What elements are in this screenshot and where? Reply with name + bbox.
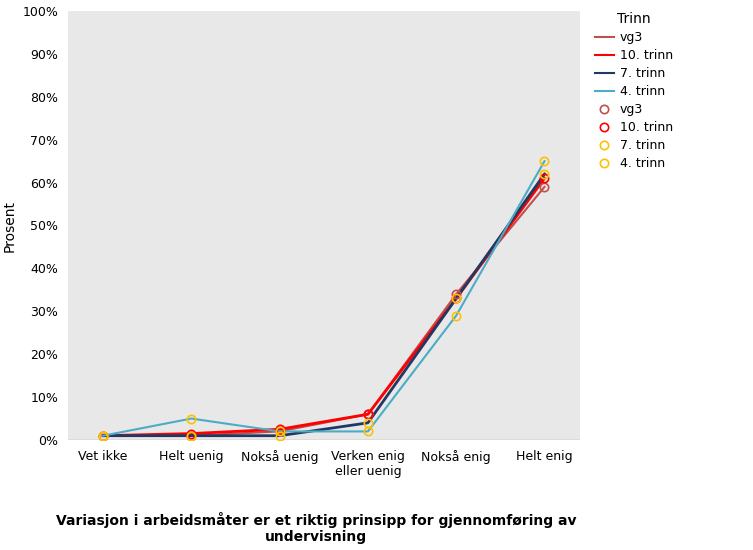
Y-axis label: Prosent: Prosent xyxy=(2,200,17,251)
Text: Variasjon i arbeidsmåter er et riktig prinsipp for gjennomføring av
undervisning: Variasjon i arbeidsmåter er et riktig pr… xyxy=(56,512,577,544)
Legend: vg3, 10. trinn, 7. trinn, 4. trinn, vg3, 10. trinn, 7. trinn, 4. trinn: vg3, 10. trinn, 7. trinn, 4. trinn, vg3,… xyxy=(591,9,677,174)
